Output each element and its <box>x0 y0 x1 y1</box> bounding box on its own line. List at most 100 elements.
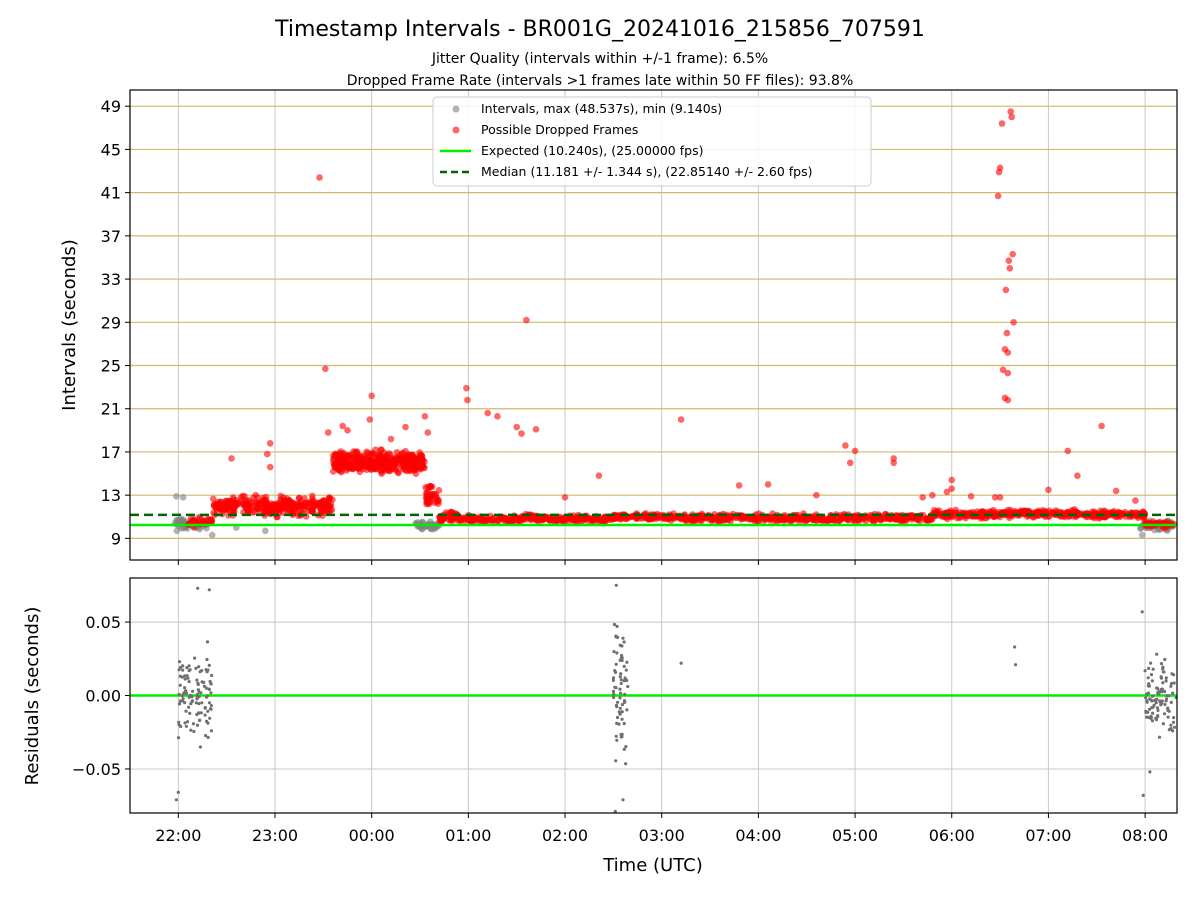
residual-point <box>183 686 187 690</box>
dropped-frame-point <box>386 455 394 462</box>
residuals-y-axis-label: Residuals (seconds) <box>22 607 43 786</box>
residuals-y-tick-label: −0.05 <box>72 760 121 779</box>
dropped-frame-point <box>344 427 351 434</box>
dropped-frame-point <box>1003 329 1011 337</box>
residual-point <box>615 721 619 726</box>
dropped-frame-point <box>488 517 496 524</box>
residual-point <box>188 711 192 716</box>
residual-point <box>204 686 208 690</box>
residual-point <box>196 688 200 692</box>
residual-point <box>1169 723 1173 727</box>
residual-point <box>611 676 616 680</box>
residual-point <box>204 734 208 738</box>
dropped-frame-point <box>737 514 745 522</box>
dropped-frame-point <box>309 492 316 500</box>
dropped-frame-point <box>297 502 304 510</box>
dropped-frame-point <box>556 516 563 523</box>
dropped-frame-point <box>405 464 412 471</box>
dropped-frame-point <box>276 501 284 509</box>
residual-point <box>210 673 214 678</box>
dropped-frame-point <box>209 495 217 503</box>
x-tick-label: 08:00 <box>1122 826 1168 845</box>
residual-point <box>197 711 201 715</box>
dropped-frame-point <box>339 422 347 430</box>
residual-point <box>1163 657 1167 662</box>
residual-point <box>207 701 212 705</box>
residual-point <box>1155 686 1159 690</box>
residual-point <box>205 670 209 674</box>
residual-point <box>615 624 619 629</box>
dropped-frame-point <box>370 464 378 472</box>
residual-point <box>1164 679 1168 683</box>
dropped-frame-point <box>237 494 245 501</box>
dropped-frame-point <box>368 392 376 400</box>
residual-point <box>616 700 620 704</box>
residual-point <box>178 683 182 687</box>
residual-point <box>1147 715 1151 720</box>
residual-point <box>1165 694 1169 698</box>
dropped-frame-point <box>404 455 411 463</box>
residual-point <box>620 710 624 714</box>
residual-point <box>625 660 629 664</box>
dropped-frame-point <box>548 516 555 523</box>
dropped-frame-point <box>919 494 926 501</box>
dropped-frame-point <box>1007 108 1014 115</box>
residual-point <box>206 735 210 740</box>
dropped-frame-point <box>469 516 477 524</box>
residual-point <box>200 680 204 684</box>
residual-point <box>1150 719 1154 723</box>
residuals-x-ticks: 22:00 23:00 00:00 01:00 02:00 03:00 04:00 05:00… <box>155 813 1168 845</box>
dropped-frame-point <box>398 457 405 465</box>
dropped-frame-point <box>412 456 419 463</box>
dropped-frame-point <box>967 493 975 500</box>
dropped-frame-point <box>380 454 387 461</box>
residual-point <box>187 680 191 684</box>
residual-point <box>209 704 213 708</box>
dropped-frame-point <box>440 515 448 522</box>
residual-point <box>614 686 618 690</box>
residual-point <box>619 678 623 682</box>
residual-point <box>206 721 210 725</box>
dropped-frame-point <box>324 429 332 436</box>
residual-point <box>181 664 185 668</box>
interval-point <box>173 527 181 535</box>
dropped-frame-point <box>735 482 743 489</box>
residual-point <box>1166 706 1170 710</box>
dropped-frame-point <box>494 413 501 420</box>
legend-intervals-label: Intervals, max (48.537s), min (9.140s) <box>481 101 722 116</box>
dropped-frame-point <box>245 508 252 516</box>
residual-point <box>618 696 622 700</box>
dropped-frame-point <box>595 472 603 480</box>
dropped-frame-point <box>1004 349 1012 356</box>
dropped-frame-point <box>260 496 268 504</box>
dropped-frame-point <box>1006 265 1014 272</box>
dropped-frame-point <box>362 455 370 463</box>
dropped-frame-point <box>1098 422 1105 430</box>
x-tick-label: 23:00 <box>252 826 298 845</box>
residual-point <box>1144 710 1148 715</box>
residual-point <box>1169 681 1174 686</box>
residual-point <box>1163 689 1167 694</box>
dropped-frame-point <box>1008 113 1015 121</box>
interval-point <box>1138 531 1146 539</box>
residual-point <box>619 656 624 660</box>
residual-point <box>203 706 207 710</box>
dropped-frame-point <box>266 463 274 471</box>
dropped-frame-point <box>561 494 569 501</box>
dropped-frame-point <box>387 435 395 443</box>
dropped-frame-point <box>263 504 271 512</box>
intervals-panel: 9 13 17 21 25 29 33 37 41 45 49 Intervals (seconds… <box>59 89 1178 565</box>
intervals-axes-frame <box>129 89 1178 561</box>
residual-point <box>199 711 203 715</box>
residual-point <box>1157 735 1162 739</box>
residual-point <box>184 691 188 696</box>
dropped-frame-point <box>423 500 431 508</box>
residual-point <box>176 790 180 795</box>
dropped-frame-point <box>566 514 573 522</box>
intervals-y-tick-label: 21 <box>101 400 121 419</box>
x-tick-label: 00:00 <box>349 826 395 845</box>
dropped-frame-point <box>368 457 376 465</box>
residual-point <box>626 684 630 689</box>
interval-point <box>179 494 187 501</box>
